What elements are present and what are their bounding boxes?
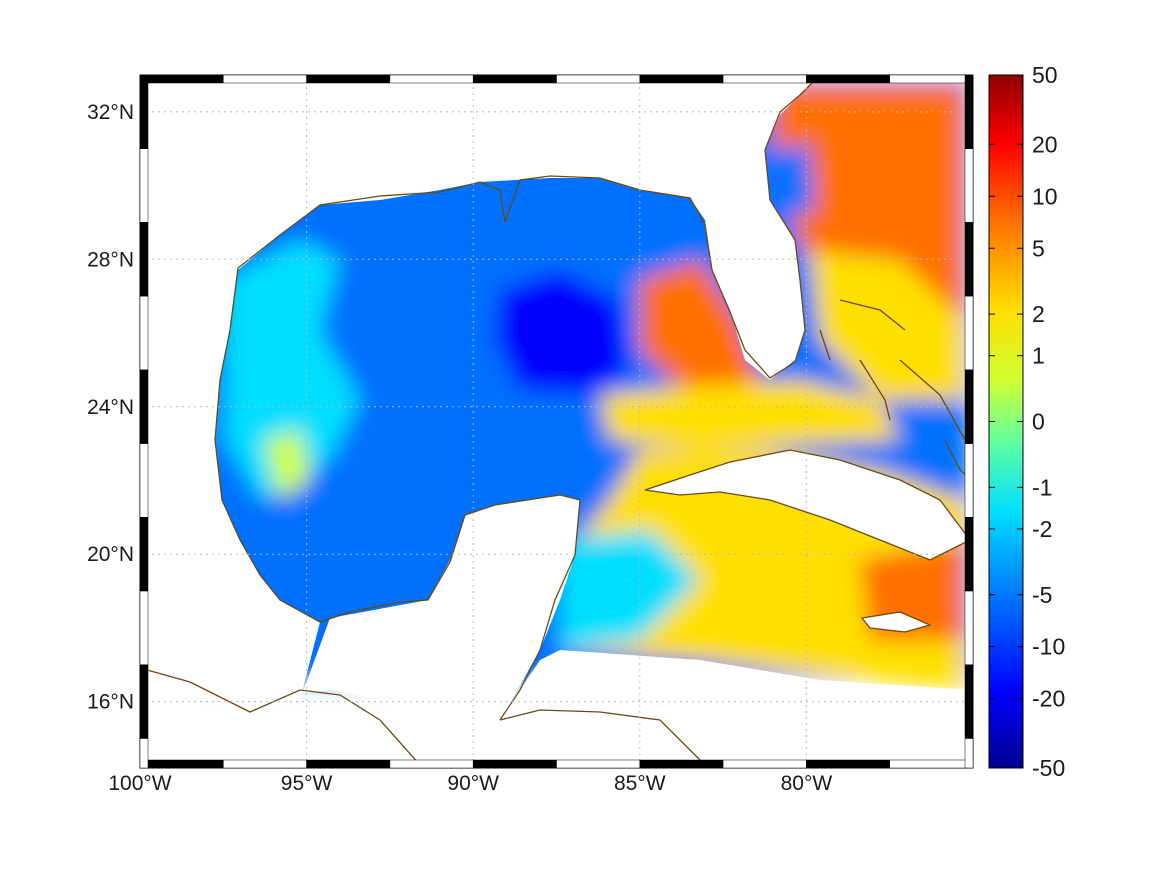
- land-cuba: [645, 450, 970, 560]
- lat-tick-label: 16°N: [87, 691, 134, 714]
- lat-tick-label: 24°N: [87, 396, 134, 419]
- frame-segment-right: [964, 664, 974, 739]
- frame-segment-top: [806, 74, 890, 84]
- frame-segment-right: [964, 222, 974, 297]
- colorbar-tick-label: -2: [1032, 516, 1052, 542]
- field-florida-straits: [600, 380, 900, 450]
- frame-segment-left: [139, 517, 149, 592]
- frame-segment-top: [639, 74, 724, 84]
- colorbar-tick-label: -1: [1032, 474, 1052, 500]
- frame-segment-top: [889, 74, 974, 84]
- lon-tick-label: 85°W: [614, 772, 666, 795]
- colorbar-tick-label: 10: [1032, 183, 1058, 209]
- frame-segment-bottom: [556, 759, 641, 769]
- field-caribbean-west: [560, 530, 700, 650]
- field-atlantic-cold-eddy: [768, 145, 815, 220]
- colorbar-tick-label: 50: [1032, 62, 1058, 88]
- frame-segment-left: [139, 222, 149, 297]
- frame-segment-top: [389, 74, 474, 84]
- map-frame: [139, 74, 974, 769]
- frame-segment-bottom: [223, 759, 307, 769]
- frame-segment-right: [964, 295, 974, 371]
- colorbar-tick-label: 0: [1032, 409, 1045, 435]
- coast-bahamas: [819, 299, 966, 441]
- frame-segment-top: [223, 74, 307, 84]
- lon-tick-label: 90°W: [447, 772, 499, 795]
- lon-tick-label: 95°W: [281, 772, 333, 795]
- frame-segment-right: [964, 148, 974, 223]
- frame-segment-left: [139, 295, 149, 371]
- colorbar-tick-label: 5: [1032, 235, 1045, 261]
- lon-tick-label: 100°W: [108, 772, 171, 795]
- colorbar-tick-label: -10: [1032, 634, 1065, 660]
- frame-segment-top: [139, 74, 224, 84]
- frame-segment-left: [139, 738, 149, 769]
- frame-segment-left: [139, 590, 149, 666]
- frame-segment-bottom: [806, 759, 890, 769]
- frame-segment-right: [964, 738, 974, 769]
- coast-central-america: [139, 667, 701, 766]
- field-west-florida-shelf: [640, 260, 760, 395]
- frame-segment-left: [139, 664, 149, 739]
- frame-segment-left: [139, 74, 149, 149]
- lon-tick-label: 80°W: [781, 772, 833, 795]
- coast-gulf-north: [237, 74, 821, 379]
- frame-segment-bottom: [472, 759, 557, 769]
- latitude-tick-labels: 32°N 28°N 24°N 20°N 16°N: [87, 101, 134, 714]
- frame-segment-bottom: [639, 759, 724, 769]
- frame-segment-top: [556, 74, 641, 84]
- frame-segment-right: [964, 443, 974, 518]
- lat-tick-label: 32°N: [87, 101, 134, 124]
- colorbar-tick-label: 20: [1032, 131, 1058, 157]
- frame-segment-left: [139, 369, 149, 444]
- colorbar-tick-label: 2: [1032, 301, 1045, 327]
- frame-segment-bottom: [139, 759, 224, 769]
- frame-segment-bottom: [722, 759, 807, 769]
- frame-segment-left: [139, 443, 149, 518]
- field-bahamas: [810, 250, 965, 400]
- frame-segment-bottom: [889, 759, 974, 769]
- longitude-tick-labels: 100°W 95°W 90°W 85°W 80°W: [108, 772, 832, 795]
- frame-segment-right: [964, 74, 974, 149]
- land-masks: [140, 75, 973, 768]
- frame-segment-right: [964, 369, 974, 444]
- colorbar-tick-label: 1: [1032, 343, 1045, 369]
- land-central-america: [140, 495, 973, 768]
- data-field: [200, 80, 970, 690]
- colorbar-tick-label: -5: [1032, 582, 1052, 608]
- map-gridlines: [139, 75, 973, 768]
- coast-gulf-west: [214, 267, 581, 721]
- field-western-gulf-shelf: [225, 240, 360, 500]
- field-campeche-bank-west: [265, 430, 310, 500]
- lat-tick-label: 28°N: [87, 248, 134, 271]
- land-jamaica: [862, 612, 930, 632]
- frame-segment-bottom: [389, 759, 474, 769]
- field-loop-current-eddy: [495, 270, 630, 395]
- lat-tick-label: 20°N: [87, 543, 134, 566]
- coast-jamaica: [860, 611, 932, 633]
- frame-segment-top: [722, 74, 807, 84]
- frame-segment-bottom: [306, 759, 391, 769]
- colorbar-tick-label: -20: [1032, 686, 1065, 712]
- frame-segment-left: [139, 148, 149, 223]
- land-north-america: [140, 75, 820, 700]
- frame-segment-top: [306, 74, 391, 84]
- frame-segment-right: [964, 590, 974, 666]
- frame-segment-top: [472, 74, 557, 84]
- frame-segment-right: [964, 517, 974, 592]
- colorbar-tick-label: -50: [1032, 755, 1065, 781]
